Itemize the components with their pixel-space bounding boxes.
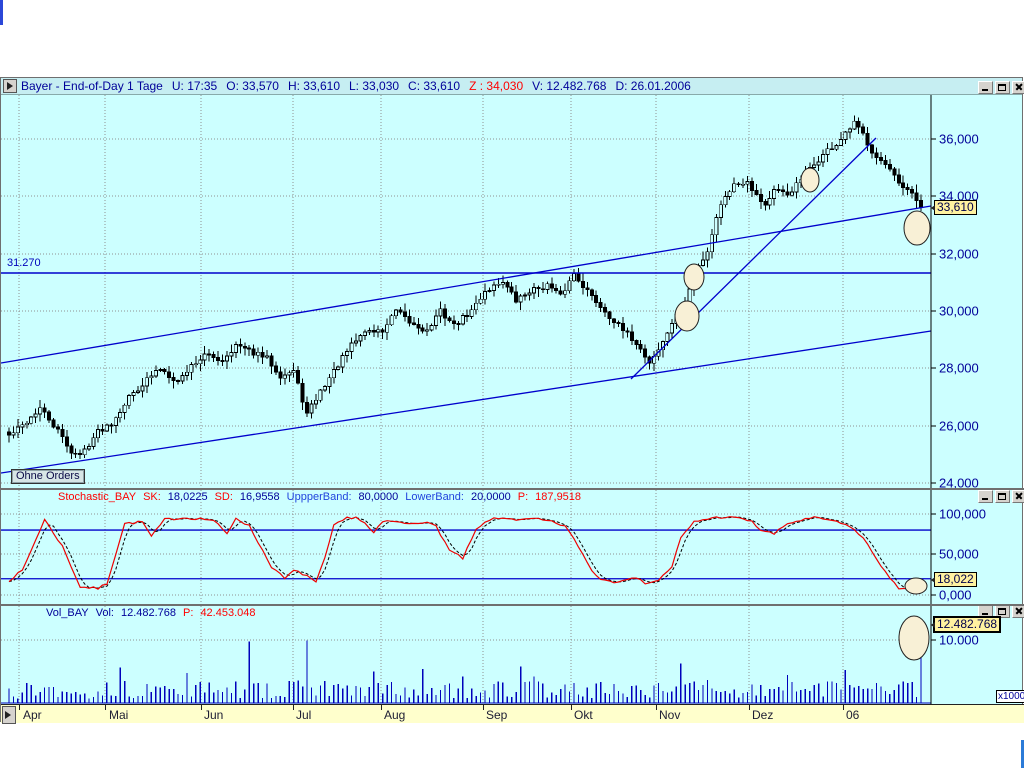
header-segment: SK: [143,491,161,503]
window-title: Bayer - End-of-Day 1 Tage U: 17:35 O: 33,5… [21,79,691,93]
scroll-right-button[interactable] [2,706,16,724]
close-button[interactable] [1012,81,1024,94]
x-axis-tick [381,705,382,710]
last-price-label: 33,610 [931,200,977,215]
x-axis-label: Okt [574,708,593,722]
header-segment: C: 33,610 [408,79,461,93]
maximize-icon [998,84,1006,91]
header-segment: 16,9558 [239,491,280,503]
candles [7,115,924,460]
top-left-accent [0,0,3,25]
x-axis-tick [293,705,294,710]
resistance-price-label: 31.270 [7,257,41,269]
triangle-icon [5,711,15,719]
y-axis-label: 100,000 [939,507,986,522]
bottom-right-accent [1021,740,1024,768]
volume-header: Vol_BAY Vol: 12.482.768 P: 42.453.048 [46,607,256,619]
header-segment: SD: [214,491,233,503]
volume-chart-canvas[interactable]: 10.000 [1,604,1024,706]
y-axis-label: 36,000 [939,132,979,147]
price-chart-canvas[interactable]: 36,000 34,000 32,000 30,000 28,000 26,000 24,0… [1,95,1024,488]
x-axis-tick [483,705,484,710]
x-axis-label: Jun [204,708,224,722]
header-segment: P: [183,607,194,619]
volume-maximize-button[interactable] [995,605,1010,618]
y-axis-label: 10.000 [939,633,979,648]
maximize-button[interactable] [995,81,1010,94]
header-segment: L: 33,030 [349,79,400,93]
minimize-button[interactable] [978,81,993,94]
stochastic-value-label: 18,022 [931,572,977,587]
x-axis-tick [201,705,202,710]
minimize-icon [982,89,988,91]
x-axis-label: Aug [384,708,406,722]
header-segment: 187,9518 [535,491,582,503]
main-window-controls [978,81,1024,94]
stochastic-chart-canvas[interactable]: 100,000 50,000 0,000 [1,488,1024,606]
header-segment: Z : 34,030 [469,79,524,93]
x-axis-tick [19,705,20,710]
no-orders-badge[interactable]: Ohne Orders [11,469,85,484]
y-axis-label: 28,000 [939,361,979,376]
titlebar[interactable]: Bayer - End-of-Day 1 Tage U: 17:35 O: 33,5… [1,78,1022,95]
header-segment: Stochastic_BAY [58,491,137,503]
x-axis-label: Sep [486,708,508,722]
header-segment: 12.482.768 [120,607,177,619]
header-segment: 20,0000 [470,491,511,503]
header-segment: 42.453.048 [200,607,256,619]
header-segment: O: 33,570 [226,79,279,93]
header-segment: U: 17:35 [171,79,218,93]
x-axis-tick [843,705,844,710]
time-axis: Apr Mai Jun Jul Aug Sep Okt Nov Dez 06 [1,704,1024,724]
minimize-icon [982,498,988,500]
stochastic-header: Stochastic_BAY SK: 18,0225 SD: 16,9558 Uppper… [58,491,581,503]
volume-unit-label: x1000 [996,690,1024,703]
x-axis-tick [749,705,750,710]
y-axis-label: 32,000 [939,247,979,262]
header-segment: Vol_BAY [46,607,89,619]
y-axis-label: 30,000 [939,304,979,319]
header-segment: UppperBand: [286,491,352,503]
stochastic-close-button[interactable] [1012,490,1024,503]
header-segment: V: 12.482.768 [532,79,607,93]
header-segment: Bayer - End-of-Day 1 Tage [21,79,163,93]
stochastic-window-controls [978,490,1024,503]
x-axis-label: Mai [109,708,129,722]
y-axis-label: 26,000 [939,419,979,434]
header-segment: 18,0225 [167,491,208,503]
header-segment: H: 33,610 [287,79,340,93]
stochastic-minimize-button[interactable] [978,490,993,503]
header-segment: Vol: [95,607,114,619]
header-segment: 80,0000 [358,491,399,503]
maximize-icon [998,608,1006,615]
window-menu-button[interactable] [3,79,17,93]
y-axis-label: 50,000 [939,547,979,562]
minimize-icon [982,613,988,615]
chart-window: Bayer - End-of-Day 1 Tage U: 17:35 O: 33,5… [0,77,1024,724]
volume-bars [8,624,922,703]
x-axis-tick [656,705,657,710]
maximize-icon [998,493,1006,500]
header-segment: LowerBand: [405,491,464,503]
header-segment: D: 26.01.2006 [615,79,691,93]
x-axis-label: Nov [659,708,681,722]
y-axis-label: 0,000 [939,588,972,603]
volume-value-label: 12.482.768 [930,616,1002,633]
x-axis-label: 06 [846,708,860,722]
y-axis-label: 24,000 [939,476,979,489]
x-axis-tick [571,705,572,710]
header-segment: P: [517,491,529,503]
x-axis-label: Dez [752,708,774,722]
triangle-icon [6,82,17,90]
x-axis-label: Jul [296,708,312,722]
x-axis-label: Apr [23,708,42,722]
stochastic-maximize-button[interactable] [995,490,1010,503]
sk-line [8,516,922,590]
x-axis-tick [105,705,106,710]
y-axis-label: 34,000 [939,189,979,204]
